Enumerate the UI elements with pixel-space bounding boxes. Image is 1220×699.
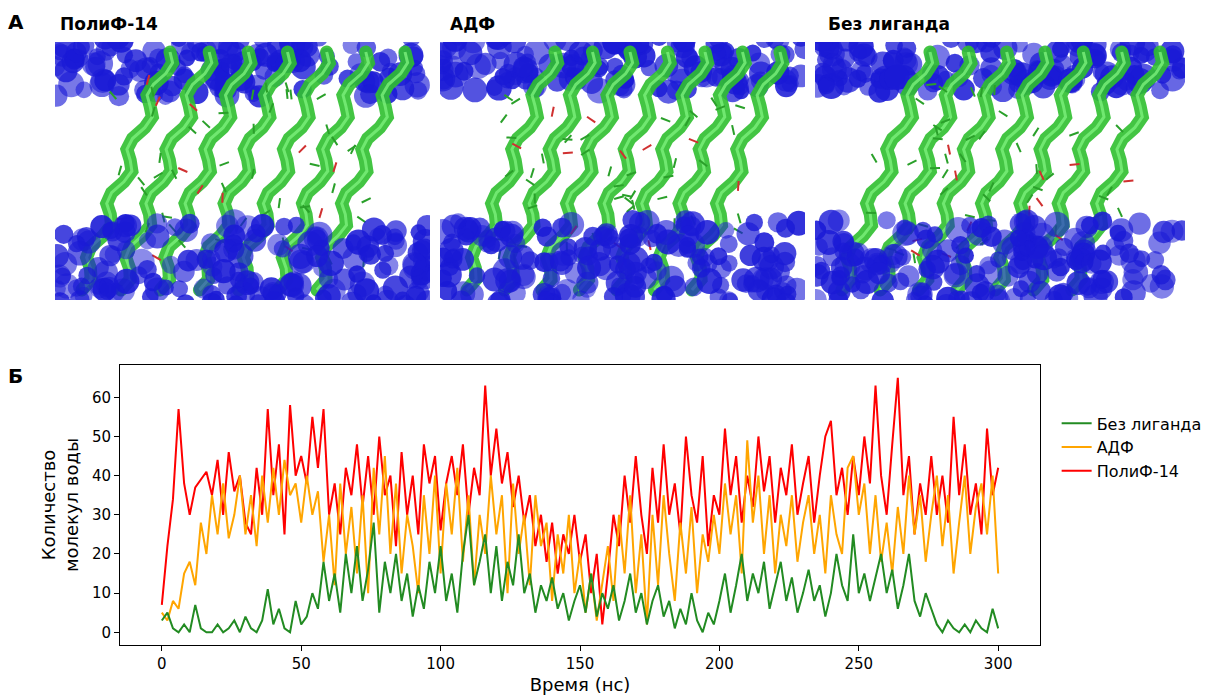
svg-text:150: 150 [566, 655, 595, 673]
svg-text:100: 100 [426, 655, 455, 673]
html-text:Б: Б [8, 364, 24, 388]
svg-text:0: 0 [157, 655, 167, 673]
svg-text:АДФ: АДФ [1097, 438, 1134, 457]
svg-text:20: 20 [92, 545, 111, 563]
svg-text:Без лиганда: Без лиганда [1097, 415, 1202, 434]
svg-text:250: 250 [844, 655, 873, 673]
svg-text:60: 60 [92, 389, 111, 407]
svg-text:Время (нс): Время (нс) [530, 674, 631, 695]
svg-text:ПолиФ-14: ПолиФ-14 [60, 14, 158, 34]
svg-text:Количествомолекул воды: Количествомолекул воды [38, 438, 82, 572]
html-text:А: А [8, 10, 24, 34]
svg-text:40: 40 [92, 467, 111, 485]
svg-text:50: 50 [292, 655, 311, 673]
svg-text:0: 0 [101, 624, 111, 642]
svg-text:ПолиФ-14: ПолиФ-14 [1097, 462, 1179, 481]
svg-text:50: 50 [92, 428, 111, 446]
svg-text:300: 300 [984, 655, 1013, 673]
svg-text:АДФ: АДФ [450, 14, 495, 34]
svg-text:200: 200 [705, 655, 734, 673]
svg-text:Без лиганда: Без лиганда [828, 14, 950, 34]
svg-text:30: 30 [92, 506, 111, 524]
svg-text:10: 10 [92, 584, 111, 602]
